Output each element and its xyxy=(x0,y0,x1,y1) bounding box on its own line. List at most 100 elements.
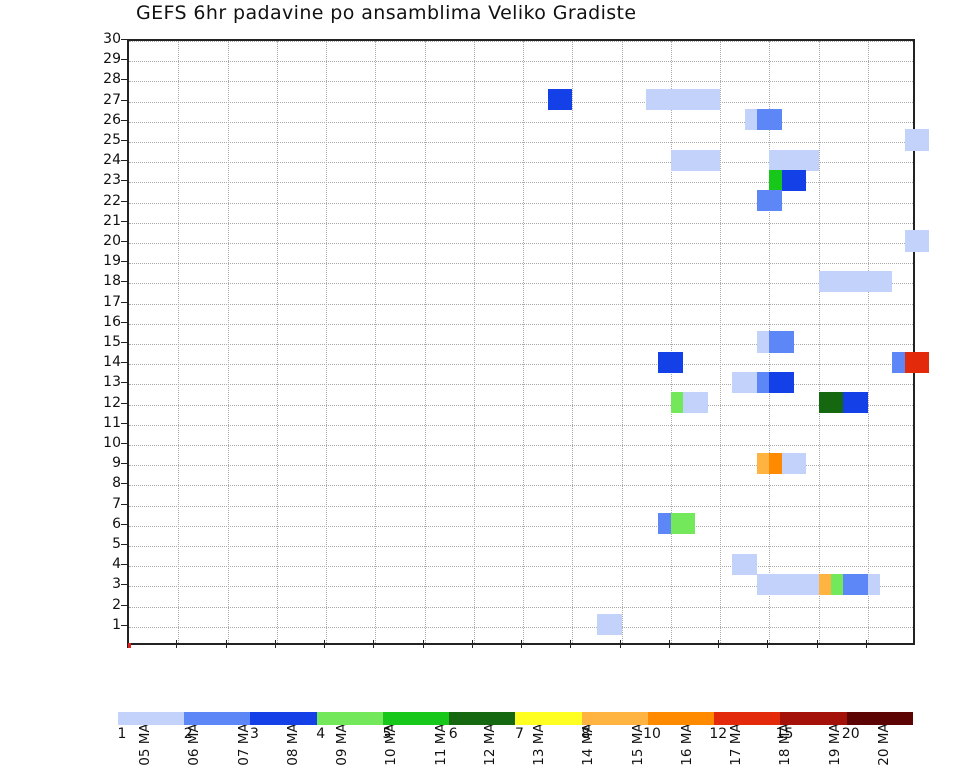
grid-line-horizontal xyxy=(129,222,913,224)
grid-line-vertical xyxy=(326,41,327,643)
heatmap-cell xyxy=(781,452,807,474)
x-axis-tick-mark xyxy=(274,640,276,648)
y-axis-tick-label: 5 xyxy=(112,536,121,552)
y-axis-tick-label: 22 xyxy=(103,192,121,209)
y-axis-tick-mark xyxy=(121,402,129,404)
grid-line-horizontal xyxy=(129,404,913,406)
colorbar-tick-label: 3 xyxy=(250,726,259,742)
heatmap-cell xyxy=(596,614,622,636)
grid-line-vertical xyxy=(818,41,820,643)
y-axis-tick-label: 26 xyxy=(103,111,121,128)
grid-line-horizontal xyxy=(129,101,913,103)
grid-line-horizontal xyxy=(129,485,913,487)
y-axis-tick-mark xyxy=(121,321,129,323)
colorbar-segment xyxy=(581,712,648,725)
y-axis-tick-mark xyxy=(121,220,129,222)
y-axis-tick-mark xyxy=(121,39,129,40)
y-axis-tick-mark xyxy=(121,382,129,384)
heatmap-cell xyxy=(658,351,684,373)
grid-line-horizontal xyxy=(129,142,913,143)
colorbar-tick-label: 12 xyxy=(709,726,728,742)
y-axis-tick-label: 9 xyxy=(112,455,121,472)
grid-line-horizontal xyxy=(129,283,913,285)
heatmap-cell xyxy=(904,129,930,151)
heatmap-cell xyxy=(769,331,794,353)
y-axis-tick-label: 29 xyxy=(103,51,121,68)
grid-line-horizontal xyxy=(129,243,913,244)
y-axis-tick-label: 21 xyxy=(103,212,121,229)
colorbar-tick-label: 20 xyxy=(841,726,860,742)
y-axis-tick-mark xyxy=(121,119,129,121)
heatmap-cell xyxy=(683,392,708,414)
grid-line-horizontal xyxy=(129,546,913,547)
y-axis-tick-mark xyxy=(121,301,129,303)
colorbar-segment xyxy=(118,712,185,725)
x-axis-tick-mark xyxy=(718,640,719,648)
y-axis-tick-mark xyxy=(121,241,129,242)
heatmap-cell xyxy=(646,89,671,111)
heatmap-cell xyxy=(843,392,868,414)
y-axis-tick-label: 12 xyxy=(103,394,121,411)
grid-line-horizontal xyxy=(129,566,913,568)
grid-line-horizontal xyxy=(129,121,913,123)
y-axis-tick-mark xyxy=(121,483,129,485)
x-axis-tick-mark xyxy=(521,640,522,648)
grid-line-horizontal xyxy=(129,81,913,83)
heatmap-cell xyxy=(781,169,807,192)
grid-line-vertical xyxy=(670,41,672,643)
heatmap-cell xyxy=(756,190,782,212)
grid-line-horizontal xyxy=(129,303,913,305)
grid-line-horizontal xyxy=(129,323,913,325)
y-axis-tick-label: 11 xyxy=(103,414,121,431)
colorbar-tick-label: 1 xyxy=(117,726,127,742)
y-axis-tick-mark xyxy=(121,523,129,525)
y-axis-tick-label: 19 xyxy=(103,253,121,270)
grid-line-vertical xyxy=(178,41,180,643)
x-axis-tick-mark xyxy=(324,640,325,648)
x-axis-tick-mark xyxy=(471,640,473,648)
y-axis-tick-label: 18 xyxy=(103,273,121,290)
grid-line-vertical xyxy=(276,41,278,643)
heatmap-cell xyxy=(904,351,930,373)
y-axis-tick-label: 4 xyxy=(112,556,121,573)
heatmap-cell xyxy=(843,573,868,596)
y-axis-tick-label: 24 xyxy=(103,152,121,169)
colorbar-tick-label: 8 xyxy=(581,726,591,742)
y-axis-tick-label: 3 xyxy=(112,576,121,593)
y-axis-tick-mark xyxy=(121,261,129,263)
y-axis-tick-mark xyxy=(121,342,129,343)
y-axis-tick-label: 30 xyxy=(103,31,121,47)
y-axis-tick-label: 1 xyxy=(112,616,121,633)
y-axis-tick-label: 27 xyxy=(103,91,121,108)
colorbar-segment xyxy=(515,712,582,725)
page-title: GEFS 6hr padavine po ansamblima Veliko G… xyxy=(136,2,637,24)
grid-line-vertical xyxy=(473,41,475,643)
grid-line-vertical xyxy=(720,41,721,643)
y-axis-tick-mark xyxy=(121,544,129,545)
grid-line-horizontal xyxy=(129,505,913,507)
y-axis-tick-label: 28 xyxy=(103,71,121,88)
grid-line-horizontal xyxy=(129,465,913,467)
grid-line-vertical xyxy=(227,41,229,643)
x-axis-tick-mark xyxy=(176,640,178,648)
grid-line-horizontal xyxy=(129,162,913,164)
grid-line-horizontal xyxy=(129,525,913,527)
grid-line-vertical xyxy=(375,41,377,643)
y-axis-tick-label: 13 xyxy=(103,374,121,391)
grid-line-horizontal xyxy=(129,586,913,588)
y-axis: 1 2 3 4 5 6 7 8 9 10 11 12 13 14 15 16 17 18 19 20 21 22 23 24 2… xyxy=(88,31,129,645)
grid-line-vertical xyxy=(572,41,574,643)
y-axis-tick-mark xyxy=(121,443,129,444)
grid-line-horizontal xyxy=(129,182,913,184)
x-axis: 05 MAR 06 MAR 07 MAR 08 MAR 09 MAR 10 MAR 11 M… xyxy=(127,640,915,766)
y-axis-tick-mark xyxy=(121,200,129,202)
y-axis-tick-mark xyxy=(121,281,129,283)
grid-line-horizontal xyxy=(129,606,913,608)
colorbar-tick-label: 10 xyxy=(643,726,661,742)
grid-line-horizontal xyxy=(129,202,913,204)
x-axis-tick-mark xyxy=(570,640,572,648)
colorbar-tick-label: 15 xyxy=(775,726,794,742)
y-axis-tick-label: 7 xyxy=(112,495,121,512)
grid-line-vertical xyxy=(867,41,869,643)
y-axis-tick-mark xyxy=(121,362,129,364)
